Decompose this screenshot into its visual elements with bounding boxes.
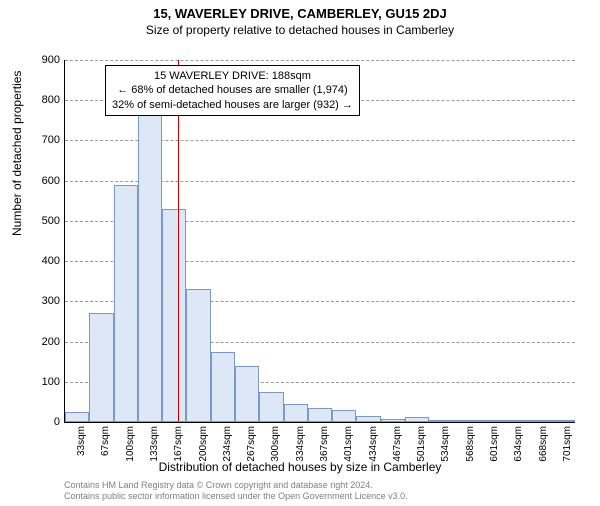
histogram-bar [186,289,210,422]
histogram-bar [454,420,478,422]
histogram-bar [332,410,356,422]
histogram-bar [405,417,429,422]
histogram-bar [381,419,405,422]
histogram-bar [356,416,380,422]
histogram-bar [284,404,308,422]
y-axis-label: Number of detached properties [10,71,24,236]
histogram-bar [429,420,453,422]
y-tick-label: 0 [30,416,60,428]
histogram-bar [526,420,550,422]
annotation-box: 15 WAVERLEY DRIVE: 188sqm ← 68% of detac… [105,65,360,116]
histogram-bar [89,313,113,422]
histogram-bar [502,420,526,422]
y-tick-label: 800 [30,94,60,106]
histogram-bar [235,366,259,422]
y-tick-label: 700 [30,134,60,146]
histogram-bar [65,412,89,422]
x-axis-label: Distribution of detached houses by size … [0,460,600,474]
histogram-bar [308,408,332,422]
chart-subtitle: Size of property relative to detached ho… [0,23,600,37]
y-tick-label: 500 [30,215,60,227]
y-tick-label: 900 [30,54,60,66]
gridline [65,60,575,61]
histogram-bar [551,420,575,422]
histogram-bar [259,392,283,422]
y-tick-label: 100 [30,376,60,388]
y-tick-label: 600 [30,175,60,187]
footer-attribution: Contains HM Land Registry data © Crown c… [64,480,408,502]
histogram-bar [162,209,186,422]
annotation-line2: ← 68% of detached houses are smaller (1,… [112,83,353,97]
annotation-line3: 32% of semi-detached houses are larger (… [112,98,353,112]
histogram-bar [211,352,235,422]
y-tick-label: 400 [30,255,60,267]
plot-area: 15 WAVERLEY DRIVE: 188sqm ← 68% of detac… [64,60,575,423]
histogram-bar [478,420,502,422]
histogram-bar [114,185,138,422]
chart-title: 15, WAVERLEY DRIVE, CAMBERLEY, GU15 2DJ [0,6,600,21]
footer-line2: Contains public sector information licen… [64,491,408,502]
y-tick-label: 200 [30,336,60,348]
histogram-bar [138,108,162,422]
y-tick-label: 300 [30,295,60,307]
annotation-line1: 15 WAVERLEY DRIVE: 188sqm [112,69,353,83]
footer-line1: Contains HM Land Registry data © Crown c… [64,480,408,491]
